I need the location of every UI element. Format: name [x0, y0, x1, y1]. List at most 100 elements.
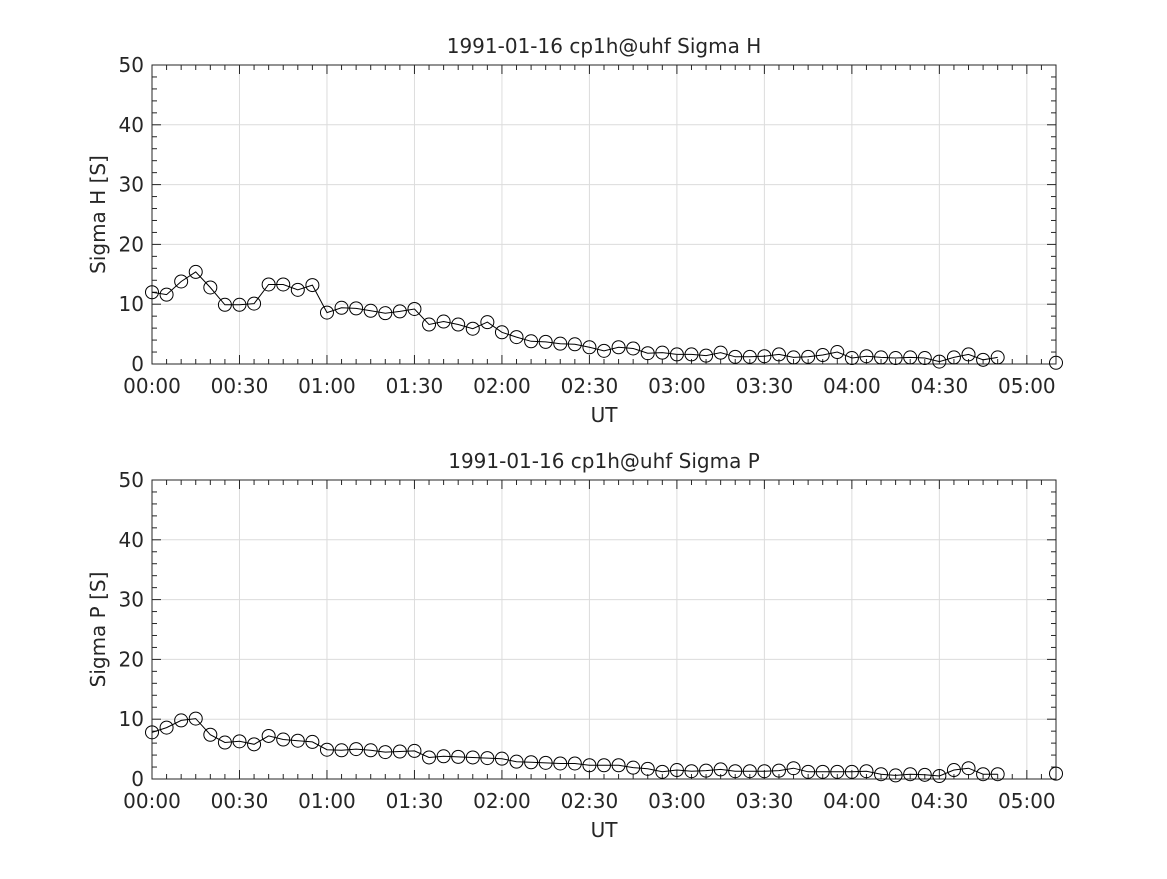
data-point: [1049, 355, 1063, 370]
data-point: [145, 725, 159, 740]
data-point: [319, 742, 334, 757]
data-point: [699, 348, 714, 363]
data-point: [597, 758, 611, 773]
data-point: [815, 348, 830, 363]
x-tick-label: 00:30: [211, 789, 269, 813]
y-tick-label: 30: [119, 588, 144, 612]
x-tick-label: 05:00: [998, 789, 1056, 813]
data-point: [626, 760, 641, 775]
x-tick-label: 01:30: [386, 374, 444, 398]
x-tick-label: 04:30: [911, 789, 969, 813]
y-tick-label: 50: [119, 468, 144, 492]
x-tick-label: 01:30: [386, 789, 444, 813]
y-tick-label: 10: [119, 707, 144, 731]
data-point: [217, 297, 232, 312]
data-point: [276, 277, 291, 292]
series-line: [152, 719, 1056, 776]
data-point: [494, 325, 509, 340]
x-tick-label: 04:30: [911, 374, 969, 398]
series-line: [152, 272, 1056, 363]
y-tick-label: 40: [119, 113, 144, 137]
data-point: [903, 350, 918, 365]
y-tick-label: 30: [119, 173, 144, 197]
data-point: [538, 755, 553, 770]
data-point: [611, 340, 626, 355]
data-point: [626, 341, 641, 356]
data-point: [480, 751, 495, 766]
data-point: [494, 751, 509, 766]
data-point: [582, 340, 597, 355]
data-point: [349, 742, 364, 757]
data-point: [290, 733, 305, 748]
y-tick-label: 0: [131, 352, 144, 376]
data-point: [801, 764, 816, 779]
data-point: [232, 734, 247, 749]
data-point: [232, 297, 247, 312]
data-point: [611, 758, 626, 773]
sigma-h-panel: 00:00 00:30 01:00 01:30 02:00 02:30 03:00 03:30…: [86, 34, 1063, 427]
data-point: [465, 750, 480, 765]
data-point: [509, 754, 524, 769]
x-tick-label: 05:00: [998, 374, 1056, 398]
data-point: [290, 282, 305, 297]
x-tick-label: 02:00: [473, 789, 531, 813]
data-point: [422, 750, 437, 765]
data-point: [844, 351, 859, 366]
data-point: [217, 735, 232, 750]
y-tick-label: 0: [131, 767, 144, 791]
x-tick-label: 03:30: [736, 374, 794, 398]
data-point: [203, 727, 218, 742]
x-tick-label: 02:00: [473, 374, 531, 398]
data-point: [713, 762, 728, 777]
data-point: [903, 767, 918, 782]
x-tick-label: 00:00: [123, 374, 181, 398]
data-point: [830, 764, 845, 779]
y-tick-label: 20: [119, 647, 144, 671]
x-tick-label: 03:00: [648, 374, 706, 398]
data-point: [684, 764, 699, 779]
data-point: [553, 756, 568, 771]
axes-box: [151, 64, 1057, 365]
data-point: [509, 330, 524, 345]
data-point: [363, 743, 378, 758]
data-point: [655, 764, 670, 779]
data-point: [976, 352, 991, 367]
y-axis-label: Sigma P [S]: [86, 572, 110, 688]
data-point: [699, 763, 714, 778]
data-point: [188, 711, 203, 726]
data-point: [363, 303, 378, 318]
x-tick-label: 02:30: [561, 374, 619, 398]
data-point: [830, 345, 845, 360]
data-point: [567, 756, 582, 771]
data-point: [874, 350, 889, 365]
data-point: [407, 743, 422, 758]
data-point: [407, 301, 422, 316]
data-point: [159, 720, 174, 735]
data-point: [946, 763, 961, 778]
data-point: [174, 713, 189, 728]
data-point: [451, 749, 466, 764]
data-point: [378, 306, 393, 321]
data-point: [305, 278, 320, 293]
data-point: [597, 343, 611, 358]
data-point: [334, 300, 349, 315]
data-point: [451, 317, 466, 332]
data-point: [261, 277, 276, 292]
data-point: [786, 350, 801, 365]
data-point: [771, 763, 786, 778]
sigma-p-panel: 00:00 00:30 01:00 01:30 02:00 02:30 03:00 03:30…: [86, 449, 1063, 842]
y-tick-label: 40: [119, 528, 144, 552]
data-point: [203, 280, 218, 295]
data-point: [990, 350, 1005, 365]
data-point: [305, 734, 320, 749]
x-tick-label: 01:00: [298, 789, 356, 813]
data-point: [159, 287, 174, 302]
x-tick-label: 01:00: [298, 374, 356, 398]
data-point: [422, 317, 437, 332]
data-point: [538, 334, 553, 349]
data-point: [932, 769, 947, 784]
x-tick-label: 02:30: [561, 789, 619, 813]
data-point: [961, 347, 976, 362]
x-tick-label: 00:00: [123, 789, 181, 813]
